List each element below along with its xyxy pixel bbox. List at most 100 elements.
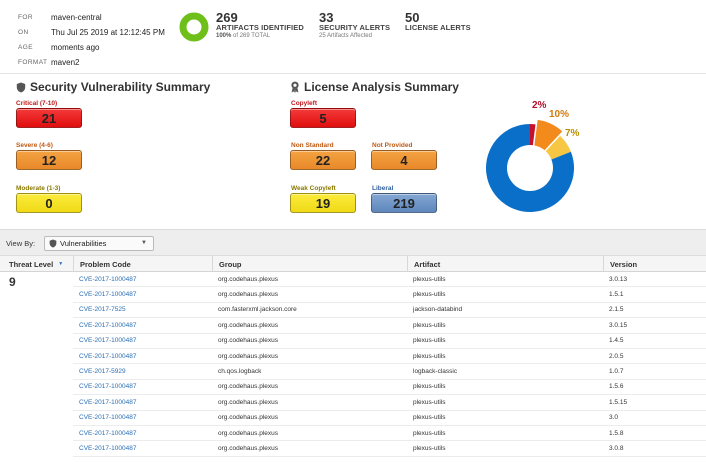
group-cell: org.codehaus.plexus xyxy=(212,334,407,349)
column-header-threat-level[interactable]: Threat Level ▼ xyxy=(0,256,73,272)
table-row[interactable]: CVE-2017-1000487 org.codehaus.plexus plexu… xyxy=(0,287,706,303)
artifacts-donut-icon xyxy=(179,12,209,42)
problem-code-cell[interactable]: CVE-2017-1000487 xyxy=(73,318,212,334)
table-row[interactable]: CVE-2017-1000487 org.codehaus.plexus plexu… xyxy=(0,441,706,457)
not-provided-count-badge[interactable]: 4 xyxy=(371,150,437,170)
problem-code-cell[interactable]: CVE-2017-7525 xyxy=(73,303,212,319)
security-alerts-stat: 33 SECURITY ALERTS 25 Artifacts Affected xyxy=(319,11,391,41)
meta-value-format: maven2 xyxy=(51,58,80,67)
severe-label: Severe (4-6) xyxy=(16,142,53,149)
problem-code-cell[interactable]: CVE-2017-1000487 xyxy=(73,441,212,457)
table-row[interactable]: CVE-2017-5929 ch.qos.logback logback-class… xyxy=(0,364,706,380)
meta-value-for: maven-central xyxy=(51,13,102,22)
problem-code-cell[interactable]: CVE-2017-1000487 xyxy=(73,380,212,396)
problem-code-cell[interactable]: CVE-2017-1000487 xyxy=(73,349,212,365)
problem-code-cell[interactable]: CVE-2017-1000487 xyxy=(73,411,212,426)
artifact-cell: plexus-utils xyxy=(407,426,603,442)
problem-code-cell[interactable]: CVE-2017-5929 xyxy=(73,364,212,380)
liberal-label: Liberal xyxy=(372,185,394,192)
problem-code-cell[interactable]: CVE-2017-1000487 xyxy=(73,426,212,442)
view-by-dropdown[interactable]: Vulnerabilities ▼ xyxy=(44,236,154,251)
non-standard-count-badge[interactable]: 22 xyxy=(290,150,356,170)
version-cell: 1.5.6 xyxy=(603,380,706,396)
table-row[interactable]: CVE-2017-1000487 org.codehaus.plexus plexu… xyxy=(0,380,706,396)
not-provided-label: Not Provided xyxy=(372,142,413,149)
version-cell: 3.0.8 xyxy=(603,441,706,457)
license-donut-chart xyxy=(486,119,574,212)
column-header-artifact[interactable]: Artifact xyxy=(407,256,603,272)
artifact-cell: logback-classic xyxy=(407,364,603,380)
group-cell: org.codehaus.plexus xyxy=(212,272,407,288)
header-divider xyxy=(0,73,706,74)
group-cell: ch.qos.logback xyxy=(212,364,407,380)
meta-key-on: ON xyxy=(18,29,29,36)
artifact-cell: jackson-databind xyxy=(407,303,603,319)
group-cell: com.fasterxml.jackson.core xyxy=(212,303,407,319)
table-row[interactable]: CVE-2017-1000487 org.codehaus.plexus plexu… xyxy=(0,334,706,349)
artifact-cell: plexus-utils xyxy=(407,441,603,457)
column-header-version[interactable]: Version xyxy=(603,256,706,272)
chevron-down-icon: ▼ xyxy=(141,240,147,246)
threat-level-group-value: 9 xyxy=(9,275,16,289)
table-header: Threat Level ▼ Problem Code Group Artifa… xyxy=(0,256,706,272)
column-header-problem-code[interactable]: Problem Code xyxy=(73,256,212,272)
security-summary-title: Security Vulnerability Summary xyxy=(16,80,210,94)
view-toolbar: View By: Vulnerabilities ▼ xyxy=(0,229,706,256)
problem-code-cell[interactable]: CVE-2017-1000487 xyxy=(73,395,212,411)
shield-icon xyxy=(16,82,26,92)
problem-code-cell[interactable]: CVE-2017-1000487 xyxy=(73,287,212,303)
non-standard-label: Non Standard xyxy=(291,142,334,149)
table-row[interactable]: CVE-2017-1000487 org.codehaus.plexus plexu… xyxy=(0,349,706,365)
artifacts-identified-stat: 269 ARTIFACTS IDENTIFIED 100% of 269 TOT… xyxy=(216,10,304,41)
table-row[interactable]: CVE-2017-1000487 org.codehaus.plexus plexu… xyxy=(0,426,706,442)
artifact-cell: plexus-utils xyxy=(407,395,603,411)
group-cell: org.codehaus.plexus xyxy=(212,380,407,396)
artifacts-sub-pct: 100% xyxy=(216,33,232,39)
donut-hole xyxy=(507,145,553,191)
version-cell: 1.4.5 xyxy=(603,334,706,349)
copyleft-count-badge[interactable]: 5 xyxy=(290,108,356,128)
table-row[interactable]: CVE-2017-1000487 org.codehaus.plexus plexu… xyxy=(0,272,706,288)
license-summary-title: License Analysis Summary xyxy=(290,80,459,94)
group-cell: org.codehaus.plexus xyxy=(212,287,407,303)
table-row[interactable]: CVE-2017-7525 com.fasterxml.jackson.core j… xyxy=(0,303,706,319)
problem-code-cell[interactable]: CVE-2017-1000487 xyxy=(73,272,212,288)
moderate-count-badge[interactable]: 0 xyxy=(16,193,82,213)
copyleft-label: Copyleft xyxy=(291,100,317,107)
artifacts-count: 269 xyxy=(216,10,238,25)
table-row[interactable]: CVE-2017-1000487 org.codehaus.plexus plexu… xyxy=(0,395,706,411)
artifact-cell: plexus-utils xyxy=(407,287,603,303)
weak-copyleft-label: Weak Copyleft xyxy=(291,185,336,192)
artifacts-sub-rest: of 269 TOTAL xyxy=(231,33,271,39)
column-header-threat-level-label: Threat Level xyxy=(9,259,54,269)
column-header-group[interactable]: Group xyxy=(212,256,407,272)
security-alerts-label: SECURITY ALERTS xyxy=(319,23,391,32)
license-alerts-stat: 50 LICENSE ALERTS xyxy=(405,11,471,32)
security-alerts-sub: 25 Artifacts Affected xyxy=(319,33,372,39)
table-row[interactable]: CVE-2017-1000487 org.codehaus.plexus plexu… xyxy=(0,411,706,426)
table-row[interactable]: CVE-2017-1000487 org.codehaus.plexus plexu… xyxy=(0,318,706,334)
pie-label-orange: 10% xyxy=(549,109,570,120)
meta-value-on: Thu Jul 25 2019 at 12:12:45 PM xyxy=(51,28,165,37)
group-cell: org.codehaus.plexus xyxy=(212,349,407,365)
group-cell: org.codehaus.plexus xyxy=(212,441,407,457)
report-metadata: FOR maven-central ON Thu Jul 25 2019 at … xyxy=(18,10,165,70)
artifact-cell: plexus-utils xyxy=(407,349,603,365)
version-cell: 1.5.1 xyxy=(603,287,706,303)
artifact-cell: plexus-utils xyxy=(407,272,603,288)
weak-copyleft-count-badge[interactable]: 19 xyxy=(290,193,356,213)
meta-key-format: FORMAT xyxy=(18,59,48,66)
moderate-label: Moderate (1-3) xyxy=(16,185,61,192)
meta-row-on: ON Thu Jul 25 2019 at 12:12:45 PM xyxy=(18,25,165,40)
version-cell: 3.0 xyxy=(603,411,706,426)
license-summary-title-text: License Analysis Summary xyxy=(304,80,459,94)
liberal-count-badge[interactable]: 219 xyxy=(371,193,437,213)
version-cell: 1.5.15 xyxy=(603,395,706,411)
shield-icon xyxy=(49,239,57,248)
severe-count-badge[interactable]: 12 xyxy=(16,150,82,170)
critical-count-badge[interactable]: 21 xyxy=(16,108,82,128)
critical-label: Critical (7-10) xyxy=(16,100,58,107)
version-cell: 3.0.13 xyxy=(603,272,706,288)
problem-code-cell[interactable]: CVE-2017-1000487 xyxy=(73,334,212,349)
pie-label-yellow: 7% xyxy=(565,128,580,139)
